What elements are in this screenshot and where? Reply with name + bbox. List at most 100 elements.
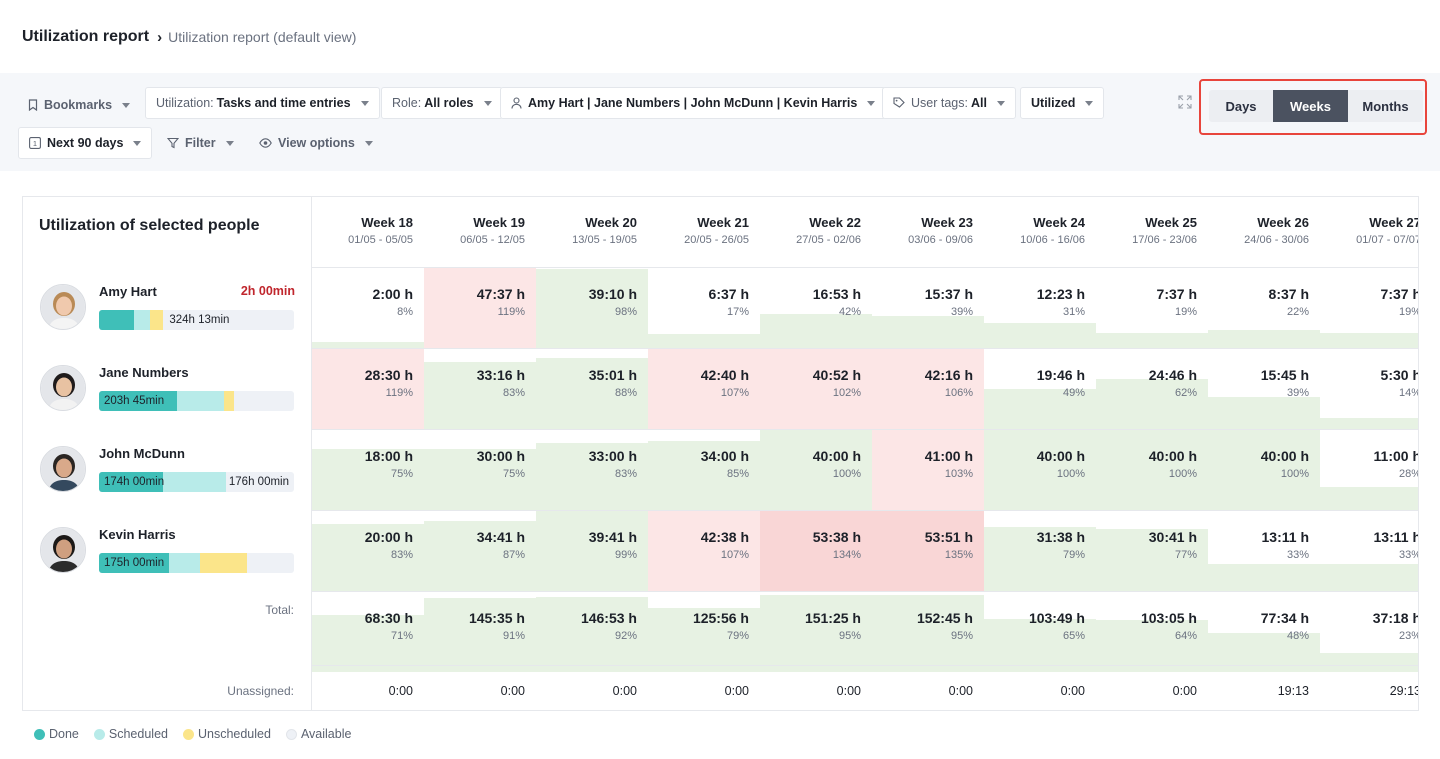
person-row[interactable]: Kevin Harris 175h 00min — [23, 510, 312, 591]
utilization-cell[interactable]: 103:49 h 65% — [984, 591, 1096, 672]
unassigned-cell: 19:13 — [1208, 666, 1320, 710]
utilization-cell[interactable]: 30:41 h 77% — [1096, 510, 1208, 591]
utilization-cell[interactable]: 152:45 h 95% — [872, 591, 984, 672]
utilization-cell[interactable]: 47:37 h 119% — [424, 267, 536, 348]
bookmarks-dropdown[interactable]: Bookmarks — [18, 89, 140, 121]
utilization-cell[interactable]: 28:30 h 119% — [312, 348, 424, 429]
utilization-cell[interactable]: 12:23 h 31% — [984, 267, 1096, 348]
utilization-cell[interactable]: 40:00 h 100% — [1096, 429, 1208, 510]
utilization-cell[interactable]: 7:37 h 19% — [1320, 267, 1418, 348]
utilization-cell[interactable]: 53:51 h 135% — [872, 510, 984, 591]
page-title[interactable]: Utilization report — [22, 28, 150, 45]
utilization-dropdown[interactable]: Utilization: Tasks and time entries — [145, 87, 380, 119]
filter-dropdown[interactable]: Filter — [157, 127, 244, 159]
week-name: Week 20 — [585, 215, 637, 230]
utilization-cell[interactable]: 18:00 h 75% — [312, 429, 424, 510]
percent-value: 83% — [390, 549, 413, 561]
utilization-cell[interactable]: 77:34 h 48% — [1208, 591, 1320, 672]
utilization-grid: Week 18 01/05 - 05/05 Week 19 06/05 - 12/05… — [312, 197, 1419, 710]
utilization-cell[interactable]: 40:52 h 102% — [760, 348, 872, 429]
utilization-cell[interactable]: 40:00 h 100% — [984, 429, 1096, 510]
utilization-cell[interactable]: 41:00 h 103% — [872, 429, 984, 510]
utilization-cell[interactable]: 39:41 h 99% — [536, 510, 648, 591]
utilization-cell[interactable]: 42:16 h 106% — [872, 348, 984, 429]
utilization-cell[interactable]: 34:41 h 87% — [424, 510, 536, 591]
utilization-cell[interactable]: 16:53 h 42% — [760, 267, 872, 348]
utilization-cell[interactable]: 35:01 h 88% — [536, 348, 648, 429]
utilization-cell[interactable]: 31:38 h 79% — [984, 510, 1096, 591]
utilization-fill — [312, 348, 424, 429]
utilization-cell[interactable]: 2:00 h 8% — [312, 267, 424, 348]
utilization-cell[interactable]: 30:00 h 75% — [424, 429, 536, 510]
percent-value: 62% — [1174, 387, 1197, 399]
week-dates: 13/05 - 19/05 — [572, 234, 637, 246]
percent-value: 83% — [614, 468, 637, 480]
user-tags-dropdown[interactable]: User tags: All — [882, 87, 1016, 119]
utilization-cell[interactable]: 11:00 h 28% — [1320, 429, 1419, 510]
percent-value: 28% — [1398, 468, 1419, 480]
person-name[interactable]: Amy Hart — [99, 284, 157, 299]
person-name[interactable]: John McDunn — [99, 446, 185, 461]
legend-label: Scheduled — [108, 727, 168, 741]
percent-value: 23% — [1398, 630, 1419, 642]
utilization-cell[interactable]: 68:30 h 71% — [312, 591, 424, 672]
hours-value: 33:00 h — [588, 448, 637, 464]
utilization-cell[interactable]: 42:40 h 107% — [648, 348, 760, 429]
utilization-fill — [872, 510, 984, 591]
avatar — [40, 446, 86, 492]
utilization-cell[interactable]: 5:30 h 14% — [1320, 348, 1418, 429]
hours-value: 77:34 h — [1260, 610, 1309, 626]
utilization-cell[interactable]: 37:18 h 23% — [1320, 591, 1419, 672]
utilization-fill — [1096, 620, 1208, 672]
utilization-cell[interactable]: 125:56 h 79% — [648, 591, 760, 672]
legend-dot-icon — [34, 728, 45, 740]
utilization-cell[interactable]: 13:11 h 33% — [1320, 510, 1418, 591]
utilization-cell[interactable]: 103:05 h 64% — [1096, 591, 1208, 672]
row-divider — [23, 348, 1418, 349]
table-title: Utilization of selected people — [39, 217, 260, 234]
person-row[interactable]: John McDunn 174h 00min 176h 00min — [23, 429, 312, 510]
utilization-cell[interactable]: 42:38 h 107% — [648, 510, 760, 591]
expand-icon[interactable] — [1178, 95, 1192, 109]
utilization-cell[interactable]: 151:25 h 95% — [760, 591, 872, 672]
scheduled-segment — [169, 553, 201, 573]
people-dropdown[interactable]: Amy Hart | Jane Numbers | John McDunn | … — [500, 87, 887, 119]
utilization-fill — [536, 357, 648, 429]
utilization-cell[interactable]: 15:45 h 39% — [1208, 348, 1320, 429]
period-dropdown[interactable]: 1 Next 90 days — [18, 127, 153, 159]
person-row[interactable]: Jane Numbers 203h 45min — [23, 348, 312, 429]
utilization-cell[interactable]: 53:38 h 134% — [760, 510, 872, 591]
days-button[interactable]: Days — [1225, 98, 1257, 114]
legend-dot-icon — [93, 728, 105, 740]
person-name[interactable]: Jane Numbers — [99, 365, 189, 380]
utilized-dropdown[interactable]: Utilized — [1020, 87, 1105, 119]
utilization-cell[interactable]: 6:37 h 17% — [648, 267, 760, 348]
legend-dot-icon — [182, 728, 194, 740]
utilization-cell[interactable]: 34:00 h 85% — [648, 429, 760, 510]
utilization-cell[interactable]: 33:16 h 83% — [424, 348, 536, 429]
utilization-cell[interactable]: 7:37 h 19% — [1096, 267, 1208, 348]
utilization-cell[interactable]: 145:35 h 91% — [424, 591, 536, 672]
weeks-button[interactable]: Weeks — [1273, 90, 1348, 122]
utilization-cell[interactable]: 40:00 h 100% — [1208, 429, 1320, 510]
utilization-cell[interactable]: 33:00 h 83% — [536, 429, 648, 510]
utilization-fill — [648, 608, 760, 672]
months-button[interactable]: Months — [1362, 98, 1409, 114]
utilization-cell[interactable]: 20:00 h 83% — [312, 510, 424, 591]
utilization-cell[interactable]: 40:00 h 100% — [760, 429, 872, 510]
utilization-cell[interactable]: 8:37 h 22% — [1208, 267, 1320, 348]
person-name[interactable]: Kevin Harris — [99, 527, 176, 542]
unassigned-value: 0:00 — [612, 684, 637, 698]
utilization-cell[interactable]: 19:46 h 49% — [984, 348, 1096, 429]
utilization-cell[interactable]: 24:46 h 62% — [1096, 348, 1208, 429]
utilization-cell[interactable]: 15:37 h 39% — [872, 267, 984, 348]
role-dropdown[interactable]: Role: All roles — [381, 87, 503, 119]
utilization-cell[interactable]: 146:53 h 92% — [536, 591, 648, 672]
percent-value: 79% — [726, 630, 749, 642]
chevron-down-icon — [1085, 100, 1094, 106]
percent-value: 134% — [832, 549, 861, 561]
utilization-cell[interactable]: 13:11 h 33% — [1208, 510, 1320, 591]
view-options-dropdown[interactable]: View options — [249, 127, 383, 159]
person-row[interactable]: Amy Hart 2h 00min 324h 13min — [23, 267, 312, 348]
utilization-cell[interactable]: 39:10 h 98% — [536, 267, 648, 348]
